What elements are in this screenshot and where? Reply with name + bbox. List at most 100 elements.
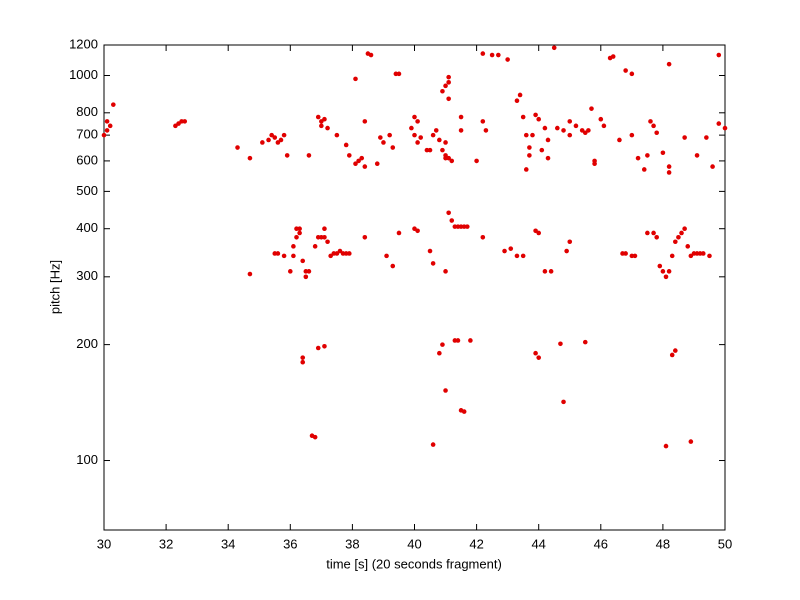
point [437, 137, 442, 143]
point [288, 269, 293, 274]
point [353, 161, 358, 167]
point [663, 274, 669, 280]
point [381, 140, 386, 145]
point [564, 248, 569, 254]
point [688, 439, 694, 444]
point [496, 52, 501, 58]
y-tick-label: 1200 [69, 36, 98, 51]
point [641, 167, 647, 172]
point [107, 123, 113, 129]
point [514, 98, 520, 104]
point [582, 339, 588, 345]
point [610, 54, 616, 59]
point [275, 251, 281, 256]
point [669, 352, 675, 358]
point [437, 350, 442, 356]
point [300, 258, 306, 264]
point [182, 119, 188, 124]
point [592, 161, 597, 167]
point [635, 155, 641, 161]
point [433, 128, 439, 133]
point [390, 145, 396, 150]
point [312, 244, 318, 249]
point [269, 132, 274, 138]
point [530, 132, 535, 138]
point [483, 128, 489, 133]
point [346, 153, 352, 158]
point [353, 76, 358, 82]
point [322, 343, 327, 349]
point [356, 158, 361, 164]
point [623, 251, 628, 256]
point [443, 388, 448, 393]
point [533, 112, 538, 118]
point [700, 251, 706, 256]
point [415, 140, 420, 145]
point [427, 248, 433, 254]
point [464, 224, 470, 229]
point [409, 125, 414, 131]
point [446, 80, 451, 85]
point [685, 244, 691, 249]
point [567, 239, 573, 245]
point [517, 92, 523, 98]
point [523, 167, 529, 172]
point [374, 161, 380, 167]
point [542, 269, 548, 274]
point [291, 253, 296, 259]
point [632, 253, 638, 259]
point [480, 119, 486, 124]
point [322, 116, 327, 122]
point [315, 114, 321, 120]
point [418, 135, 424, 140]
point [281, 132, 287, 138]
point [104, 119, 110, 124]
point [645, 230, 650, 236]
point [315, 345, 321, 351]
point [247, 271, 253, 277]
point [586, 128, 591, 133]
point [623, 68, 628, 73]
point [555, 125, 560, 131]
point [235, 145, 240, 150]
point [104, 128, 110, 133]
point [275, 140, 281, 145]
x-tick-label: 46 [594, 536, 608, 551]
point [412, 114, 417, 120]
x-axis-label: time [s] (20 seconds fragment) [326, 556, 502, 571]
point [378, 135, 383, 140]
y-tick-label: 800 [76, 104, 98, 119]
point [704, 135, 709, 140]
point [666, 61, 672, 67]
point [101, 132, 107, 138]
point [461, 409, 467, 414]
y-tick-label: 100 [76, 452, 98, 467]
point [306, 269, 312, 274]
point [384, 253, 389, 259]
point [561, 399, 566, 405]
point [716, 52, 722, 58]
point [480, 234, 486, 240]
y-tick-label: 1000 [69, 67, 98, 82]
x-tick-label: 38 [345, 536, 359, 551]
point [328, 253, 333, 259]
x-tick-label: 36 [283, 536, 297, 551]
point [545, 155, 551, 161]
point [362, 234, 368, 240]
point [359, 155, 365, 161]
point [682, 226, 687, 232]
point [390, 263, 396, 269]
point [679, 230, 684, 236]
point [480, 51, 486, 56]
point [294, 234, 299, 240]
point [666, 170, 672, 175]
point [300, 355, 306, 360]
point [446, 74, 451, 80]
point [284, 153, 290, 158]
point [443, 140, 448, 145]
point [654, 130, 659, 136]
point [446, 96, 451, 102]
point [548, 269, 554, 274]
